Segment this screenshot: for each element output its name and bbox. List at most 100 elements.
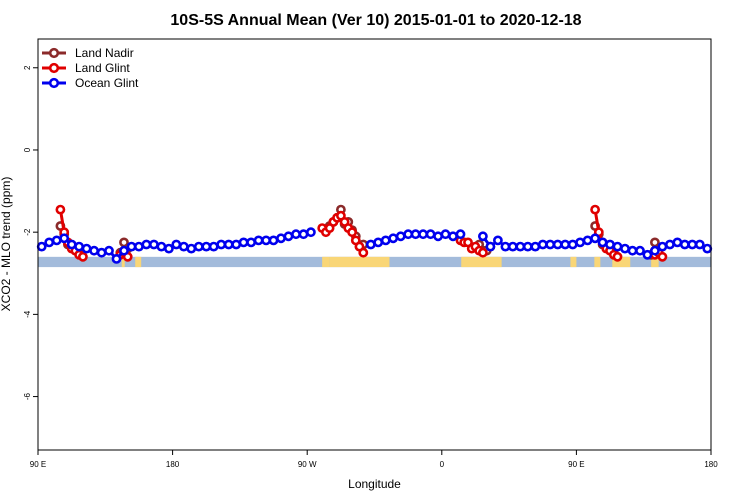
data-point xyxy=(410,229,421,240)
data-point xyxy=(163,243,174,254)
data-point xyxy=(268,235,279,246)
data-point xyxy=(552,239,563,250)
data-point xyxy=(305,227,316,238)
data-point xyxy=(44,237,55,248)
data-point xyxy=(612,251,623,262)
y-tick-label: -6 xyxy=(23,392,32,400)
data-point xyxy=(605,239,615,250)
data-point xyxy=(448,231,458,242)
data-point xyxy=(507,241,518,252)
x-tick-label: 90 W xyxy=(298,460,317,469)
data-point xyxy=(291,229,301,240)
data-point xyxy=(78,251,88,262)
plot-frame xyxy=(37,38,712,451)
x-tick-label: 180 xyxy=(704,460,718,469)
land-strip-segment xyxy=(570,256,577,268)
data-point xyxy=(156,241,167,252)
legend-swatch-marker xyxy=(48,62,60,74)
x-tick-label: 90 E xyxy=(30,460,46,469)
data-point xyxy=(590,204,600,215)
legend-label: Ocean Glint xyxy=(75,76,139,90)
data-point xyxy=(560,239,571,250)
data-point xyxy=(620,243,630,254)
land-strip-segment xyxy=(594,256,601,268)
data-point xyxy=(657,241,668,252)
data-point xyxy=(36,241,47,252)
data-point xyxy=(380,235,391,246)
data-point xyxy=(635,245,645,256)
data-point xyxy=(492,235,503,246)
data-point xyxy=(665,239,675,250)
data-point xyxy=(627,245,638,256)
x-axis-label: Longitude xyxy=(348,477,401,491)
data-point xyxy=(89,245,99,256)
data-point xyxy=(171,239,182,250)
data-point xyxy=(657,251,668,262)
data-point xyxy=(440,229,451,240)
data-point xyxy=(650,245,660,256)
data-point xyxy=(485,241,496,252)
data-point xyxy=(141,239,152,250)
data-point xyxy=(642,249,653,260)
x-tick-label: 90 E xyxy=(568,460,584,469)
data-point xyxy=(276,233,286,244)
x-axis: 90 E 180 90 W 0 90 E 180 xyxy=(30,450,718,469)
data-point xyxy=(51,235,62,246)
data-point xyxy=(612,241,623,252)
data-point xyxy=(193,241,204,252)
data-point xyxy=(81,243,92,254)
legend-swatch-marker xyxy=(48,47,60,59)
legend-swatch-marker xyxy=(48,77,60,89)
data-point xyxy=(575,237,585,248)
data-point xyxy=(347,227,357,238)
data-point xyxy=(178,241,189,252)
data-point xyxy=(238,237,249,248)
x-tick-label: 180 xyxy=(166,460,180,469)
data-point xyxy=(186,243,197,254)
data-point xyxy=(515,241,526,252)
land-strip-segment xyxy=(121,256,125,268)
data-point xyxy=(477,231,488,242)
series-land-glint xyxy=(55,204,668,262)
y-axis: 2 0 -2 -4 -6 xyxy=(23,65,38,400)
data-point xyxy=(395,231,406,242)
x-tick-label: 0 xyxy=(440,460,445,469)
data-point xyxy=(590,233,600,244)
data-point xyxy=(373,237,384,248)
legend-label: Land Nadir xyxy=(75,46,134,60)
data-point xyxy=(545,239,556,250)
data-point xyxy=(208,241,219,252)
data-point xyxy=(283,231,294,242)
land-strip-segment xyxy=(461,256,502,268)
chart-title: 10S-5S Annual Mean (Ver 10) 2015-01-01 t… xyxy=(170,12,581,29)
y-tick-label: -2 xyxy=(23,228,32,236)
legend-label: Land Glint xyxy=(75,61,130,75)
data-point xyxy=(246,237,256,248)
y-tick-label: -4 xyxy=(23,310,32,318)
legend-item: Ocean Glint xyxy=(42,76,139,90)
data-point xyxy=(298,229,309,240)
y-axis-label: XCO2 - MLO trend (ppm) xyxy=(0,177,13,312)
data-point xyxy=(455,229,466,240)
data-point xyxy=(687,239,698,250)
data-point xyxy=(216,239,227,250)
land-strip-segment xyxy=(612,256,631,268)
data-point xyxy=(358,247,369,258)
y-tick-label: 2 xyxy=(23,65,32,70)
data-point xyxy=(679,239,690,250)
data-point xyxy=(425,229,436,240)
data-point xyxy=(702,243,713,254)
legend-item: Land Nadir xyxy=(42,46,134,60)
land-strip-segment xyxy=(322,256,330,268)
data-point xyxy=(59,233,70,244)
data-point xyxy=(477,247,488,258)
data-point xyxy=(55,204,66,215)
data-point xyxy=(253,235,264,246)
series-ocean-glint xyxy=(36,227,713,264)
land-strip-segment xyxy=(651,256,659,268)
legend-item: Land Glint xyxy=(42,61,130,75)
data-point xyxy=(388,233,399,244)
data-point xyxy=(119,245,129,256)
